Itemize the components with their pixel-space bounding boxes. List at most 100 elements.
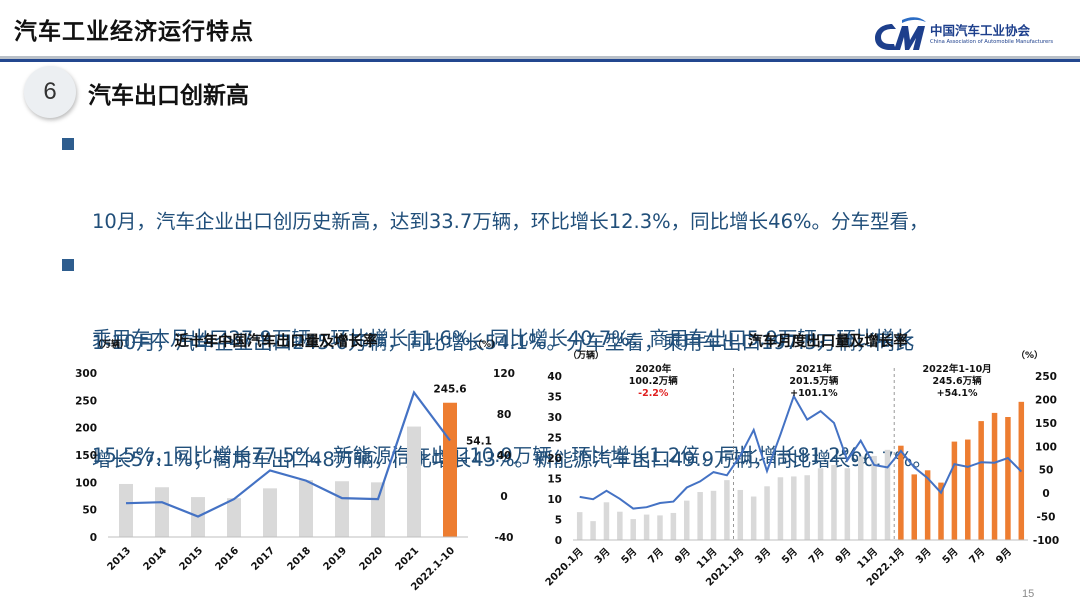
y-tick-label: 50 (82, 505, 97, 517)
monthly-bar (603, 502, 610, 540)
y-axis-unit-label: （万辆） (568, 349, 604, 361)
x-tick-label: 2016 (214, 545, 241, 572)
y2-tick-label: 80 (497, 409, 512, 421)
bar-2022.1-10 (443, 402, 457, 537)
monthly-bar (898, 445, 904, 540)
logo-chinese-name: 中国汽车工业协会 (930, 23, 1031, 38)
chart-title: 近十年中国汽车出口量及增长率 (175, 332, 378, 350)
bar-2020 (371, 482, 385, 537)
y2-tick-label: 250 (1035, 371, 1057, 383)
paragraph-line: 15.5%，同比增长77.5%。新能源汽车出口10.9万辆，环比增长1.2倍，同… (92, 444, 879, 467)
monthly-bar (991, 412, 998, 540)
period-annotation-text: 2020年 (635, 363, 671, 375)
x-tick-label: 2018 (286, 545, 313, 572)
x-tick-label: 9月 (833, 546, 853, 566)
y2-tick-label: 40 (497, 450, 512, 462)
monthly-bar (764, 486, 770, 540)
y2-axis-unit-label: （%） (473, 339, 500, 350)
y-axis-unit-label: （万辆） (93, 338, 129, 350)
growth-rate-line (125, 390, 451, 518)
growth-rate-line (579, 393, 1023, 510)
bar-2017 (263, 488, 277, 537)
section-number-badge: 6 (24, 66, 76, 118)
paragraph-line: 1-10月，汽车企业出口245.6万辆，同比增长54.1%。分车型看，乘用车出口… (92, 331, 915, 354)
monthly-bar (791, 476, 797, 540)
y2-tick-label: 0 (1042, 488, 1049, 500)
paragraph-line: 10月，汽车企业出口创历史新高，达到33.7万辆，环比增长12.3%，同比增长4… (92, 210, 929, 233)
header-divider-blue (0, 59, 1080, 62)
x-tick-label: 9月 (994, 546, 1014, 566)
monthly-bar (576, 512, 583, 540)
x-tick-label: 11月 (694, 546, 719, 571)
monthly-export-chart: 汽车月度出口量及增长率 （万辆） （%） 0 5 10 15 20 25 30 35 40 -100 -5… (543, 332, 1059, 589)
monthly-bar (884, 449, 891, 540)
y2-tick-label: 100 (1035, 441, 1057, 453)
period-annotation-text: 201.5万辆 (789, 375, 839, 387)
y2-tick-label: 0 (500, 491, 507, 503)
monthly-bar (737, 489, 744, 540)
y2-tick-label: -100 (1033, 535, 1059, 547)
y-tick-label: 25 (547, 433, 562, 445)
y2-tick-label: 150 (1035, 418, 1057, 430)
bullet-marker (62, 138, 74, 150)
caam-logo-icon (875, 17, 926, 50)
y-tick-label: 0 (555, 535, 562, 547)
bar-2016 (227, 498, 241, 537)
monthly-bar (750, 496, 757, 540)
x-tick-label: 2020.1月 (543, 546, 586, 589)
x-tick-label: 2019 (322, 545, 349, 572)
monthly-bar (697, 492, 703, 540)
monthly-bar (777, 477, 784, 540)
monthly-bar (831, 464, 837, 540)
x-tick-label: 2020 (358, 545, 385, 572)
monthly-bar (617, 511, 623, 540)
monthly-bar (684, 500, 690, 540)
monthly-bar (657, 515, 663, 540)
monthly-bar (965, 439, 971, 540)
bar-2021 (407, 426, 421, 537)
annual-export-chart: 近十年中国汽车出口量及增长率 （万辆） （%） 0 50 100 150 200 250 300 -… (75, 332, 515, 593)
monthly-bar (670, 512, 677, 540)
y-tick-label: 300 (75, 368, 97, 380)
x-tick-label: 11月 (855, 546, 880, 571)
y-tick-label: 30 (547, 412, 562, 424)
period-annotation-text: 2022年1-10月 (922, 363, 991, 375)
bar-2018 (299, 480, 313, 537)
x-tick-label: 7月 (806, 546, 826, 566)
x-tick-label: 7月 (967, 546, 987, 566)
monthly-bar (938, 482, 944, 540)
monthly-bar (817, 468, 824, 540)
period-annotation-text: 100.2万辆 (629, 375, 679, 387)
line-data-label: 54.1 (466, 436, 492, 448)
y2-tick-label: 120 (493, 368, 515, 380)
monthly-bar (857, 456, 864, 540)
monthly-bar (590, 521, 596, 540)
y-tick-label: 150 (75, 450, 97, 462)
paragraph-line: 乘用车本月出口27.9万辆，环比增长11.6%，同比增长40.7%；商用车出口5… (92, 327, 915, 350)
monthly-bar (630, 519, 636, 540)
x-tick-label: 2013 (106, 545, 133, 572)
monthly-bar (724, 480, 730, 540)
y2-tick-label: 50 (1039, 465, 1054, 477)
x-tick-label: 5月 (779, 546, 799, 566)
monthly-bar (710, 490, 717, 540)
y2-tick-label: -50 (1037, 512, 1056, 524)
bullet-paragraph-october: 10月，汽车企业出口创历史新高，达到33.7万辆，环比增长12.3%，同比增长4… (92, 124, 1067, 514)
period-annotation-text: 2021年 (796, 363, 832, 375)
x-tick-label: 2021 (394, 545, 421, 572)
x-tick-label: 3月 (592, 546, 612, 566)
y-tick-label: 5 (555, 515, 562, 527)
y2-tick-label: -40 (495, 532, 514, 544)
bullet-marker (62, 259, 74, 271)
y-tick-label: 100 (75, 477, 97, 489)
period-annotation-text: +54.1% (937, 388, 978, 399)
monthly-bar (978, 421, 984, 540)
monthly-bar (911, 474, 917, 540)
y-tick-label: 250 (75, 395, 97, 407)
bar-2019 (335, 481, 349, 537)
monthly-bar (1005, 417, 1011, 540)
header-divider-gray (0, 56, 1080, 59)
monthly-bar (804, 475, 810, 540)
y-tick-label: 40 (547, 371, 562, 383)
paragraph-line: 增长57.1%；商用车出口48万辆，同比增长43%。新能源汽车出口49.9万辆，… (92, 448, 932, 471)
